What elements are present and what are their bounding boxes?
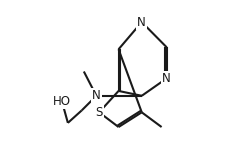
Text: N: N [162,72,170,85]
Text: HO: HO [53,95,71,108]
Text: S: S [95,106,102,119]
Text: N: N [92,89,100,102]
Text: N: N [137,16,145,29]
